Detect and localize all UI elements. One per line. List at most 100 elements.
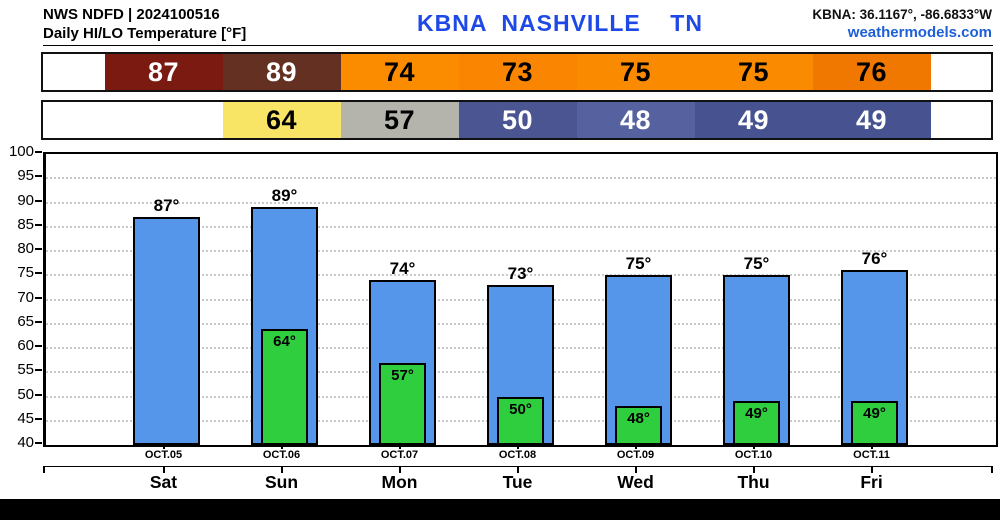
product-label: Daily HI/LO Temperature [°F] (43, 25, 247, 42)
lo-cell: 64 (222, 102, 341, 138)
station-coordinates: KBNA: 36.1167°, -86.6833°W (812, 7, 992, 22)
temperature-bar-chart: 87° 89° 64° 74° 57° 73° 50° 75° 48° 75° 49° 76° 49° (43, 152, 998, 447)
y-tick-85 (35, 223, 42, 226)
y-tick-80 (35, 248, 42, 250)
lo-cell: 48 (576, 102, 695, 138)
day-axis-end-tick-left (43, 467, 45, 473)
hi-cell: 74 (340, 54, 459, 90)
hi-value-label: 76° (861, 249, 888, 269)
y-tick-label-80: 80 (17, 240, 34, 257)
lo-temperature-row: 64 57 50 48 49 49 (41, 100, 993, 140)
y-tick-label-100: 100 (8, 143, 34, 160)
lo-cell: 49 (812, 102, 931, 138)
lo-value-label: 48° (627, 410, 650, 428)
hi-cell: 75 (694, 54, 813, 90)
day-label: Fri (860, 472, 883, 492)
day-tick-Sun (280, 467, 283, 473)
y-tick-label-45: 45 (17, 409, 34, 427)
gridline-85 (46, 225, 996, 228)
day-tick-Thu (752, 467, 755, 473)
lo-value-label: 49° (863, 405, 886, 423)
day-label: Mon (381, 472, 418, 492)
hi-cell: 76 (812, 54, 931, 90)
hi-cell: 87 (104, 54, 223, 90)
lo-value-label: 49° (745, 405, 768, 423)
hi-value-label: 73° (507, 263, 534, 283)
y-tick-label-55: 55 (17, 361, 34, 379)
y-tick-45 (35, 417, 42, 420)
lo-value-label: 64° (273, 332, 296, 350)
hi-bar-OCT.05 (133, 217, 200, 445)
date-label: OCT.08 (498, 449, 537, 461)
y-tick-label-85: 85 (17, 215, 34, 233)
lo-bar-OCT.08 (497, 396, 544, 445)
day-tick-Mon (398, 467, 401, 473)
y-tick-label-95: 95 (17, 167, 34, 185)
y-tick-label-75: 75 (17, 264, 34, 282)
y-tick-label-90: 90 (17, 191, 34, 209)
header-divider (43, 45, 993, 46)
y-tick-label-60: 60 (17, 337, 34, 354)
hi-value-label: 87° (153, 196, 180, 216)
y-tick-label-50: 50 (17, 385, 34, 403)
x-tick-OCT.07 (398, 443, 401, 449)
y-tick-100 (35, 151, 42, 153)
lo-cell: 57 (340, 102, 459, 138)
y-tick-label-40: 40 (17, 434, 34, 451)
day-label: Sun (264, 472, 299, 492)
lo-value-label: 50° (509, 400, 532, 418)
hi-temperature-row: 87 89 74 73 75 75 76 (41, 52, 993, 92)
date-label: OCT.10 (734, 449, 773, 461)
day-axis-end-tick-right (991, 467, 993, 473)
x-tick-OCT.08 (516, 443, 519, 449)
lo-cell: 49 (694, 102, 813, 138)
lo-bar-OCT.10 (733, 401, 780, 445)
y-tick-60 (35, 345, 42, 347)
x-tick-OCT.09 (634, 443, 637, 449)
date-label: OCT.06 (262, 449, 301, 461)
gridline-90 (46, 201, 996, 204)
lo-bar-OCT.07 (379, 362, 426, 445)
y-tick-55 (35, 369, 42, 372)
day-label: Tue (502, 472, 533, 492)
y-tick-label-70: 70 (17, 288, 34, 306)
day-tick-Fri (870, 467, 873, 473)
y-tick-95 (35, 175, 42, 178)
date-label: OCT.09 (616, 449, 655, 461)
x-tick-OCT.05 (162, 443, 165, 449)
y-tick-50 (35, 393, 42, 396)
hi-cell: 73 (458, 54, 577, 90)
header-left: NWS NDFD | 2024100516 Daily HI/LO Temper… (43, 5, 246, 43)
date-label: OCT.07 (380, 449, 419, 461)
hi-cell: 75 (576, 54, 695, 90)
lo-bar-OCT.06 (261, 328, 308, 445)
y-tick-65 (35, 320, 42, 323)
day-tick-Wed (634, 467, 637, 473)
date-label: OCT.11 (853, 449, 890, 461)
day-tick-Tue (516, 467, 519, 473)
lo-bar-OCT.09 (615, 406, 662, 445)
hi-value-label: 75° (625, 254, 652, 274)
weathermodels-link[interactable]: weathermodels.com (847, 24, 992, 41)
hi-cell: 89 (222, 54, 341, 90)
day-tick-Sat (162, 467, 165, 473)
y-tick-40 (35, 442, 42, 444)
lo-bar-OCT.11 (851, 401, 898, 445)
gridline-75 (46, 274, 996, 277)
gridline-80 (46, 250, 996, 252)
y-tick-90 (35, 199, 42, 202)
x-tick-OCT.10 (752, 443, 755, 449)
hi-value-label: 89° (271, 186, 298, 206)
day-axis-line (43, 466, 993, 467)
day-label: Sat (149, 472, 178, 492)
lo-value-label: 57° (391, 366, 414, 384)
model-run-label: NWS NDFD | 2024100516 (43, 6, 220, 23)
station-title: KBNA NASHVILLE TN (417, 10, 703, 36)
hi-value-label: 74° (389, 259, 416, 279)
lo-cell: 50 (458, 102, 577, 138)
y-tick-70 (35, 296, 42, 299)
date-label: OCT.05 (144, 449, 183, 461)
header-right: KBNA: 36.1167°, -86.6833°W weathermodels… (812, 6, 992, 42)
hi-value-label: 75° (743, 254, 770, 274)
